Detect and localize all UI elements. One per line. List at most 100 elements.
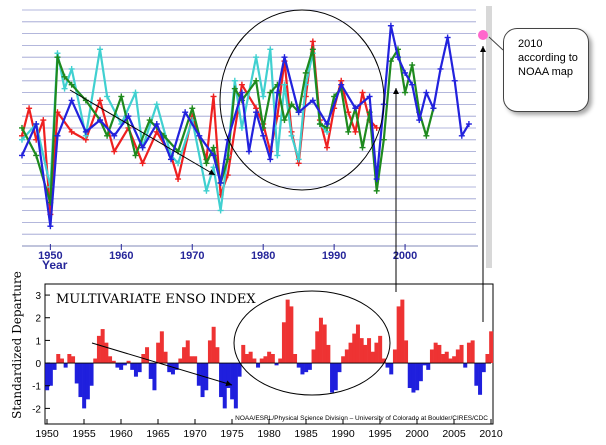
bottom-area-bar	[241, 344, 246, 364]
bottom-area-bar	[115, 363, 120, 368]
top-series-point-cyan	[61, 85, 68, 92]
top-x-tick-label: 1970	[180, 250, 204, 262]
bottom-area-bar	[78, 363, 83, 398]
top-series-point-blue	[366, 93, 373, 100]
top-series-point-blue	[423, 89, 430, 96]
annotation-trend-arrow-bottom	[91, 342, 233, 387]
bottom-area-bar	[415, 363, 420, 391]
bottom-area-bar	[74, 363, 79, 384]
top-series-point-red	[352, 128, 359, 135]
bottom-area-bar	[285, 299, 290, 364]
top-chart-x-ticks: 1950 1960 1970 1980 1990 2000	[38, 244, 417, 262]
bottom-area-bar	[455, 349, 460, 364]
bottom-area-bar	[133, 363, 138, 377]
callout-pointer	[488, 36, 504, 51]
bottom-area-bar	[215, 347, 220, 364]
bottom-area-bar	[52, 363, 57, 370]
bottom-area-bar	[93, 358, 98, 364]
top-series-point-green	[203, 160, 210, 167]
bottom-area-bar	[474, 363, 479, 386]
bottom-area-bar	[441, 354, 446, 364]
top-series-point-cyan	[153, 101, 160, 108]
bottom-area-bar	[119, 363, 124, 370]
top-series-point-cyan	[132, 89, 139, 96]
top-series-point-red	[210, 93, 217, 100]
top-series-point-blue	[458, 132, 465, 139]
bottom-area-bar	[230, 363, 235, 400]
bottom-chart-title: MULTIVARIATE ENSO INDEX	[56, 292, 256, 307]
top-series-point-blue	[182, 109, 189, 116]
top-series-point-blue	[295, 109, 302, 116]
top-series-point-blue	[167, 156, 174, 163]
bottom-area-bar	[344, 349, 349, 364]
top-series-point-red	[68, 128, 75, 135]
top-series-point-cyan	[253, 54, 260, 61]
top-series-point-green	[132, 152, 139, 159]
top-x-tick-label: 2000	[393, 250, 417, 262]
bottom-area-bar	[396, 306, 401, 364]
top-series-point-red	[97, 97, 104, 104]
bottom-area-bar	[152, 363, 157, 391]
bottom-area-bar	[48, 363, 53, 386]
top-series-point-red	[324, 144, 331, 151]
callout-line-2: according to	[518, 52, 578, 64]
annotation-callout-box: 2010 according to NOAA map	[503, 28, 589, 112]
top-series-point-green	[402, 89, 409, 96]
top-series-point-blue	[394, 54, 401, 61]
top-x-tick-label: 1960	[109, 250, 133, 262]
bottom-area-bar	[307, 363, 312, 370]
bottom-area-bar	[104, 342, 109, 364]
top-series-point-blue	[111, 132, 118, 139]
bottom-area-bar	[352, 333, 357, 364]
bottom-area-bar	[204, 363, 209, 391]
bottom-y-tick-label: -1	[32, 382, 41, 393]
top-x-tick-label: 1990	[322, 250, 346, 262]
bottom-area-bar	[363, 344, 368, 364]
bottom-area-bar	[326, 344, 331, 364]
top-series-point-green	[302, 69, 309, 76]
bottom-x-tick-label: 1980	[257, 428, 281, 440]
bottom-area-bar	[248, 351, 253, 364]
bottom-area-bar	[318, 317, 323, 364]
bottom-area-bar	[207, 340, 212, 364]
top-series-point-green	[345, 128, 352, 135]
bottom-area-bar	[315, 331, 320, 364]
top-chart-series-group	[19, 22, 472, 230]
top-series-point-blue	[352, 105, 359, 112]
bottom-area-bar	[444, 351, 449, 364]
top-x-tick-label: 1980	[251, 250, 275, 262]
top-chart-x-axis-label: Year	[42, 258, 68, 272]
bottom-area-bar	[182, 347, 187, 364]
bottom-area-bar	[389, 363, 394, 375]
bottom-area-bar	[222, 363, 227, 409]
top-series-point-green	[359, 144, 366, 151]
top-series-point-green	[146, 117, 153, 124]
bottom-area-bar	[178, 358, 183, 364]
bottom-area-bar	[322, 324, 327, 364]
bottom-area-bar	[226, 363, 231, 388]
bottom-area-bar	[270, 354, 275, 364]
bottom-area-bar	[304, 363, 309, 373]
top-series-point-red	[359, 89, 366, 96]
bottom-area-bar	[459, 344, 464, 364]
top-series-point-cyan	[267, 46, 274, 53]
annotation-trend-arrow-top	[69, 89, 216, 176]
top-series-point-green	[380, 136, 387, 143]
bottom-y-tick-label: -2	[32, 404, 41, 415]
top-series-point-blue	[260, 132, 267, 139]
top-series-point-red	[309, 38, 316, 45]
top-series-point-green	[68, 81, 75, 88]
bottom-area-bar	[485, 354, 490, 364]
top-series-point-blue	[217, 179, 224, 186]
bottom-area-bar	[59, 358, 64, 364]
bottom-area-bar	[67, 354, 72, 364]
bottom-x-tick-label: 1995	[368, 428, 392, 440]
bottom-chart-credit: NOAA/ESRL/Physical Science Division – Un…	[235, 415, 488, 422]
bottom-area-bar	[148, 363, 153, 379]
top-series-point-blue	[430, 105, 437, 112]
bottom-area-bar	[111, 360, 116, 364]
callout-line-3: NOAA map	[518, 66, 574, 78]
bottom-mei-chart: -2 -1 0 1 2 3 1950 1955 1960 1965 1970 1975 1980 198…	[32, 283, 503, 440]
top-series-point-blue	[444, 34, 451, 41]
top-series-point-blue	[68, 97, 75, 104]
